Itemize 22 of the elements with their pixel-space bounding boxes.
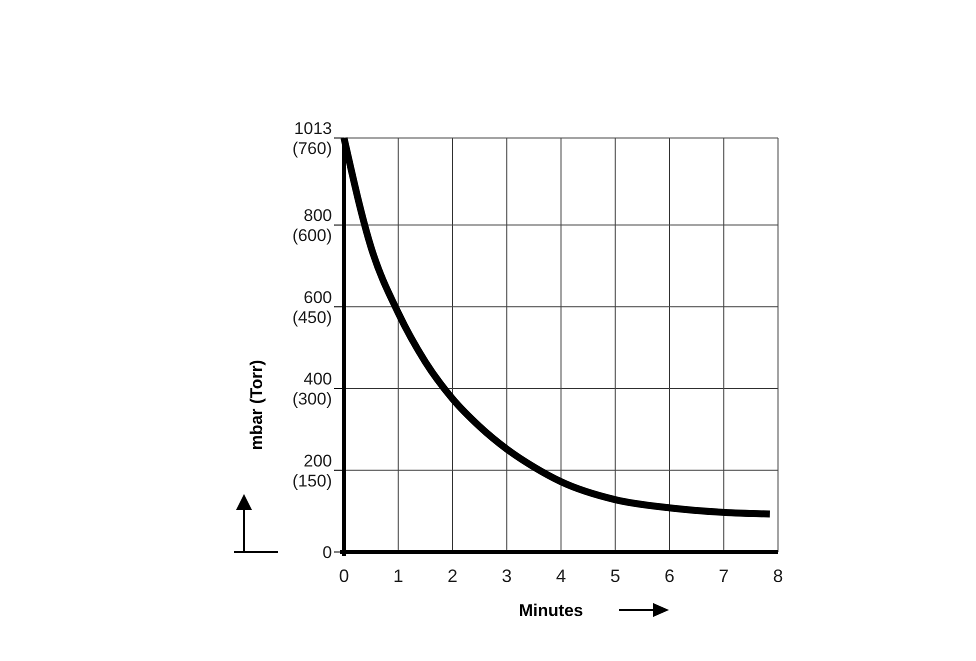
y2-tick-label: (150) (292, 471, 332, 490)
x-tick-label: 2 (447, 566, 458, 586)
x-tick-label: 4 (556, 566, 566, 586)
x-tick-label: 3 (502, 566, 512, 586)
y-tick-label: 400 (304, 370, 332, 389)
x-tick-label: 5 (610, 566, 620, 586)
x-tick-label: 1 (393, 566, 404, 586)
x-tick-label: 6 (664, 566, 675, 586)
x-tick-label: 7 (718, 566, 729, 586)
x-axis-title: Minutes (518, 601, 584, 620)
x-tick-label: 0 (338, 566, 350, 586)
y2-tick-label: (450) (292, 308, 332, 327)
y2-tick-label: (300) (292, 390, 332, 409)
y-tick-label: 800 (304, 206, 332, 226)
x-tick-label: 8 (772, 566, 784, 586)
y2-tick-label: (760) (292, 139, 332, 158)
y-tick-label: 600 (304, 288, 332, 307)
y-tick-label: 0 (322, 543, 332, 562)
y2-axis-title: mbar (Torr) (247, 360, 266, 450)
y-tick-label: 200 (304, 451, 332, 470)
y2-tick-label: (600) (292, 226, 332, 246)
y-tick-label: 1013 (294, 119, 332, 138)
